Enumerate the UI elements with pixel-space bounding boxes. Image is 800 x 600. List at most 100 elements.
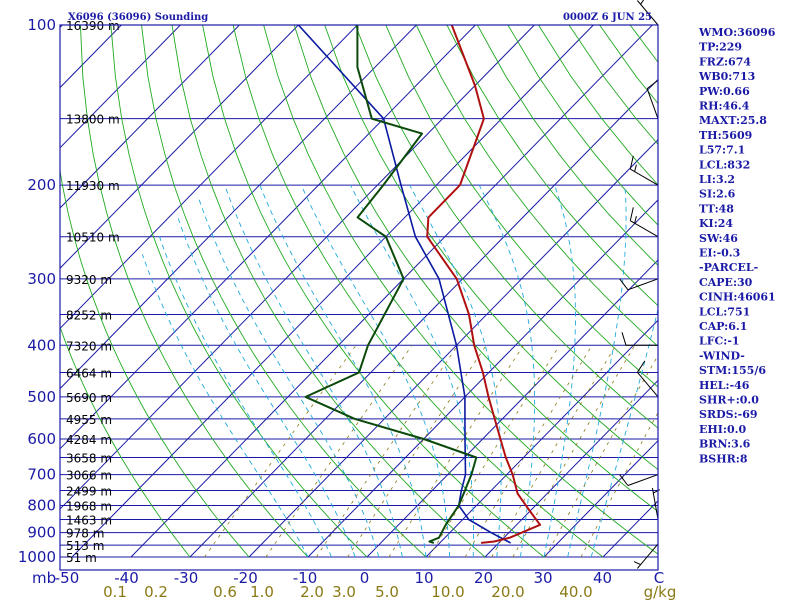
height-label: 978 m <box>66 527 104 541</box>
moist-adiabat-line <box>259 184 427 558</box>
dry-adiabat-line <box>141 25 427 558</box>
index-line: L57:7.1 <box>699 144 745 157</box>
mixing-ratio-line <box>512 345 636 558</box>
index-line: STM:155/6 <box>699 364 766 377</box>
index-line: KI:24 <box>699 217 733 230</box>
index-line: -WIND- <box>699 349 745 362</box>
isotherm-line <box>543 439 658 558</box>
title-left: X6096 (36096) Sounding <box>68 12 208 23</box>
index-line: TH:5609 <box>699 129 752 142</box>
dry-adiabat-line <box>232 25 604 558</box>
moist-adiabat-line <box>478 184 536 558</box>
index-line: EHI:0.0 <box>699 423 746 436</box>
height-label: 16390 m <box>66 19 120 33</box>
index-line: CAP:6.1 <box>699 320 747 333</box>
dry-adiabat-line <box>385 25 658 388</box>
mixing-ratio-tick-label: 0.1 <box>103 583 127 600</box>
wind-barbs <box>619 0 661 569</box>
temperature-tick-label: -50 <box>55 569 80 587</box>
mixing-ratio-line <box>316 345 459 558</box>
isotherm-line <box>60 25 181 149</box>
moist-adiabat-line <box>159 236 333 558</box>
index-line: HEL:-46 <box>699 379 750 392</box>
height-label: 1968 m <box>66 499 112 513</box>
temperature-tick-label: 20 <box>474 569 493 587</box>
barb-shaft <box>637 371 659 398</box>
mixing-ratio-line <box>265 345 413 558</box>
parcel-trace <box>297 25 511 544</box>
index-line: LCL:832 <box>699 158 750 171</box>
moist-adiabat-line <box>197 196 380 558</box>
temperature-tick-label: -30 <box>174 569 199 587</box>
height-label: 4955 m <box>66 413 112 427</box>
height-label: 8252 m <box>66 308 112 322</box>
pressure-tick-label: 200 <box>27 176 56 194</box>
barb-flag <box>629 207 634 221</box>
wind-barb <box>637 0 659 26</box>
height-label: 5690 m <box>66 391 112 405</box>
mixing-ratio-line <box>347 345 487 558</box>
index-line: SI:2.6 <box>699 188 736 201</box>
barb-flag <box>619 474 629 486</box>
index-line: LCL:751 <box>699 305 750 318</box>
barb-half-flag <box>634 164 637 172</box>
isotherm-line <box>307 199 658 558</box>
height-label: 2499 m <box>66 485 112 499</box>
temperature-tick-label: -40 <box>114 569 139 587</box>
height-label: 7320 m <box>66 339 112 353</box>
isotherm-line <box>484 379 658 558</box>
barb-flag <box>629 155 634 170</box>
barb-half-flag <box>633 561 641 566</box>
isotherm-line <box>60 25 299 269</box>
isotherm-line <box>60 25 240 209</box>
pressure-tick-label: 1000 <box>18 548 56 566</box>
index-line: WB0:713 <box>698 70 755 83</box>
barb-shaft <box>630 168 659 186</box>
dry-adiabat-line <box>477 25 658 266</box>
index-line: CAPE:30 <box>699 276 753 289</box>
wind-barb <box>646 80 659 119</box>
barb-flag <box>619 278 629 291</box>
mixing-ratio-tick-label: 0.2 <box>144 583 168 600</box>
moist-adiabat-line <box>177 217 356 558</box>
dry-adiabat-line <box>79 25 309 558</box>
index-line: PW:0.66 <box>699 85 750 98</box>
pressure-tick-label: 300 <box>27 270 56 288</box>
temperature-unit-label: C <box>654 569 664 587</box>
isotherm-line <box>0 25 3 557</box>
height-label: 6464 m <box>66 367 112 381</box>
barb-shaft <box>627 278 659 291</box>
temperature-trace <box>426 25 542 544</box>
moist-adiabat-line <box>224 184 403 558</box>
mixing-ratio-tick-label: 20.0 <box>491 583 524 600</box>
mixing-ratio-tick-label: 5.0 <box>375 583 399 600</box>
height-label: 10510 m <box>66 231 120 245</box>
height-label: 4284 m <box>66 433 112 447</box>
dry-adiabat-line <box>60 325 191 558</box>
dewpoint-trace <box>304 25 478 544</box>
dry-adiabat-line <box>263 25 658 555</box>
barb-shaft <box>646 88 659 119</box>
barb-shaft <box>630 220 659 238</box>
wind-barb <box>629 207 659 238</box>
barb-shaft <box>627 474 659 486</box>
wind-barb <box>633 543 659 569</box>
pressure-tick-label: 800 <box>27 496 56 514</box>
barb-flag <box>646 80 659 89</box>
moist-adiabat-line <box>567 185 627 558</box>
temperature-tick-label: 0 <box>360 569 370 587</box>
index-line: -PARCEL- <box>699 261 758 274</box>
pressure-tick-label: 900 <box>27 524 56 542</box>
isotherm-line <box>425 319 658 558</box>
height-label: 3066 m <box>66 469 112 483</box>
mixing-ratio-unit-label: g/kg <box>644 583 677 600</box>
height-label: 9320 m <box>66 273 112 287</box>
isotherm-line <box>60 25 476 450</box>
mixing-ratio-tick-label: 0.6 <box>213 583 237 600</box>
height-label: 513 m <box>66 539 104 553</box>
barb-flag <box>636 360 646 373</box>
height-label: 51 m <box>66 551 97 565</box>
